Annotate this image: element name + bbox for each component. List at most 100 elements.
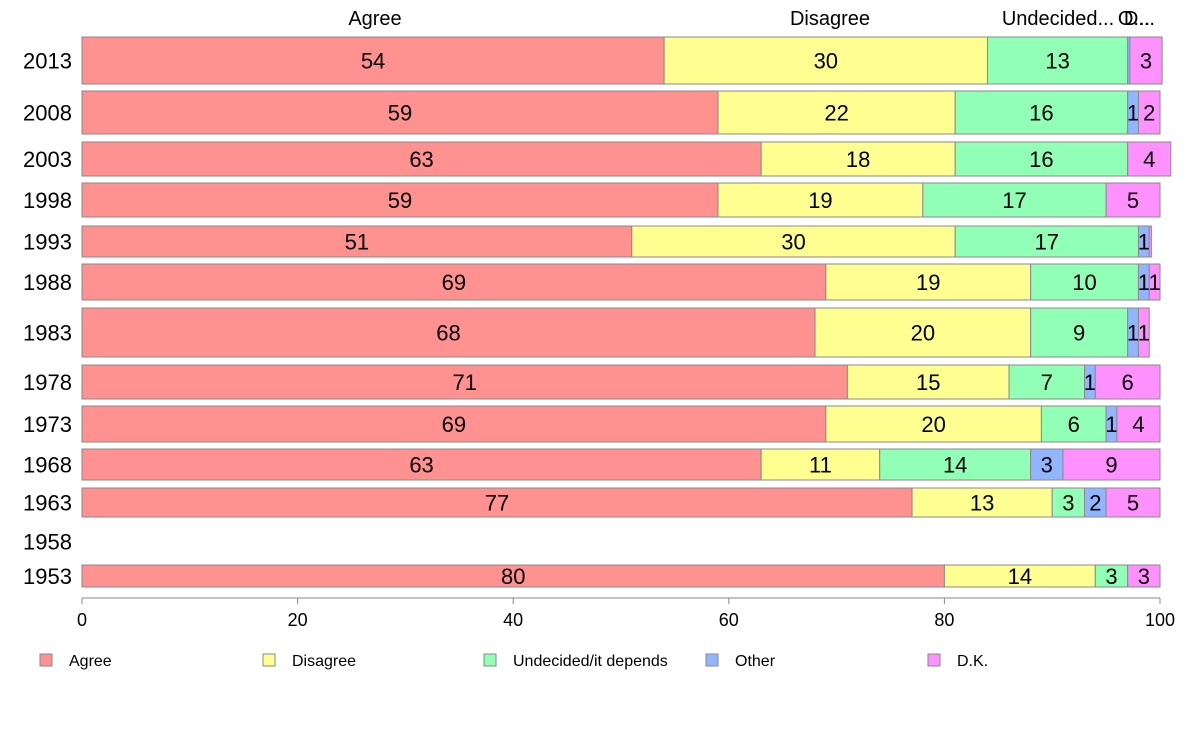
bar-segment xyxy=(81,225,633,258)
data-label: 1 xyxy=(1105,412,1117,437)
bar-segment xyxy=(1129,36,1163,85)
bar-segment xyxy=(1094,364,1161,400)
bar-segment xyxy=(1148,225,1152,258)
data-label: 51 xyxy=(345,230,369,255)
year-label: 1963 xyxy=(23,491,72,516)
data-label: 3 xyxy=(1105,564,1117,589)
data-label: 19 xyxy=(916,270,940,295)
bar-segment xyxy=(1148,263,1161,301)
data-label: 1 xyxy=(1148,270,1160,295)
bar-segment xyxy=(81,182,719,218)
year-labels: 2013 2008 2003 1998 1993 1988 1983 1978 1973 1968… xyxy=(23,49,72,590)
data-label: 20 xyxy=(921,412,945,437)
data-label: 5 xyxy=(1127,491,1139,516)
data-label: 71 xyxy=(452,370,476,395)
column-header: D... xyxy=(1124,8,1155,30)
legend-swatch xyxy=(927,653,941,667)
x-tick-label: 20 xyxy=(288,610,308,630)
column-header: Disagree xyxy=(790,8,870,30)
data-label: 3 xyxy=(1062,491,1074,516)
data-label: 59 xyxy=(388,101,412,126)
year-label: 1973 xyxy=(23,412,72,437)
data-label: 1 xyxy=(1138,321,1150,346)
x-tick-label: 40 xyxy=(503,610,523,630)
data-label: 9 xyxy=(1105,453,1117,478)
bar-segment xyxy=(81,487,913,518)
data-label: 5 xyxy=(1127,188,1139,213)
bar-segment xyxy=(81,364,848,400)
data-label: 16 xyxy=(1029,101,1053,126)
year-label: 1978 xyxy=(23,370,72,395)
bar-segment xyxy=(81,263,827,301)
bar-segment xyxy=(1105,487,1161,518)
data-label: 17 xyxy=(1035,230,1059,255)
legend-label: Undecided/it depends xyxy=(513,653,668,670)
bars: 54 30 13 359 22 16 1 263 18 16 459 19 17 551 30 17 169 19… xyxy=(81,36,1172,589)
bar-segment xyxy=(1105,182,1161,218)
bar-segment xyxy=(760,141,956,177)
bar-segment xyxy=(922,182,1107,218)
data-label: 3 xyxy=(1140,49,1152,74)
data-label: 14 xyxy=(943,453,967,478)
year-label: 2008 xyxy=(23,101,72,126)
data-label: 80 xyxy=(501,564,525,589)
data-label: 69 xyxy=(442,270,466,295)
legend-swatch xyxy=(483,653,497,667)
data-label: 13 xyxy=(1045,49,1069,74)
bar-segment xyxy=(717,90,956,135)
data-label: 1 xyxy=(1127,101,1139,126)
legend-swatch xyxy=(705,653,719,667)
data-label: 14 xyxy=(1008,564,1032,589)
data-label: 20 xyxy=(911,321,935,346)
x-tick-label: 80 xyxy=(934,610,954,630)
data-label: 1 xyxy=(1138,270,1150,295)
legend: Agree Disagree Undecided/it depends Other D.… xyxy=(39,653,988,670)
bar-segment xyxy=(1116,405,1161,443)
data-label: 10 xyxy=(1072,270,1096,295)
x-tick-label: 0 xyxy=(77,610,87,630)
data-label: 4 xyxy=(1143,147,1155,172)
bar-segment xyxy=(954,225,1139,258)
year-label: 1988 xyxy=(23,270,72,295)
x-tick-label: 60 xyxy=(719,610,739,630)
data-label: 17 xyxy=(1002,188,1026,213)
data-label: 68 xyxy=(436,321,460,346)
data-label: 2 xyxy=(1089,491,1101,516)
bar-segment xyxy=(631,225,956,258)
data-label: 6 xyxy=(1068,412,1080,437)
year-label: 2003 xyxy=(23,147,72,172)
bar-segment xyxy=(1127,141,1172,177)
data-label: 15 xyxy=(916,370,940,395)
bar-segment xyxy=(1127,564,1161,588)
data-label: 18 xyxy=(846,147,870,172)
bar-segment xyxy=(1040,405,1107,443)
column-headers: Agree Disagree Undecided... O...D... xyxy=(348,8,1155,30)
data-label: 30 xyxy=(781,230,805,255)
bar-segment xyxy=(81,90,719,135)
data-label: 19 xyxy=(808,188,832,213)
column-header: Agree xyxy=(348,8,401,30)
bar-segment xyxy=(954,90,1129,135)
data-label: 63 xyxy=(409,453,433,478)
data-label: 11 xyxy=(809,453,832,478)
data-label: 6 xyxy=(1122,370,1134,395)
year-label: 1998 xyxy=(23,188,72,213)
data-label: 1 xyxy=(1138,230,1150,255)
bar-segment xyxy=(879,448,1032,481)
bar-segment xyxy=(81,141,762,177)
legend-swatch xyxy=(39,653,53,667)
data-label: 69 xyxy=(442,412,466,437)
year-label: 1958 xyxy=(23,530,72,555)
bar-segment xyxy=(1030,307,1129,358)
bar-segment xyxy=(717,182,924,218)
x-axis: 0 20 40 60 80 100 xyxy=(77,597,1175,630)
data-label: 13 xyxy=(970,491,994,516)
data-label: 63 xyxy=(409,147,433,172)
data-label: 1 xyxy=(1084,370,1096,395)
data-label: 3 xyxy=(1138,564,1150,589)
x-tick-label: 100 xyxy=(1145,610,1175,630)
bar-segment xyxy=(1030,263,1139,301)
bar-segment xyxy=(1008,364,1086,400)
data-label: 59 xyxy=(388,188,412,213)
legend-label: Agree xyxy=(69,653,112,670)
